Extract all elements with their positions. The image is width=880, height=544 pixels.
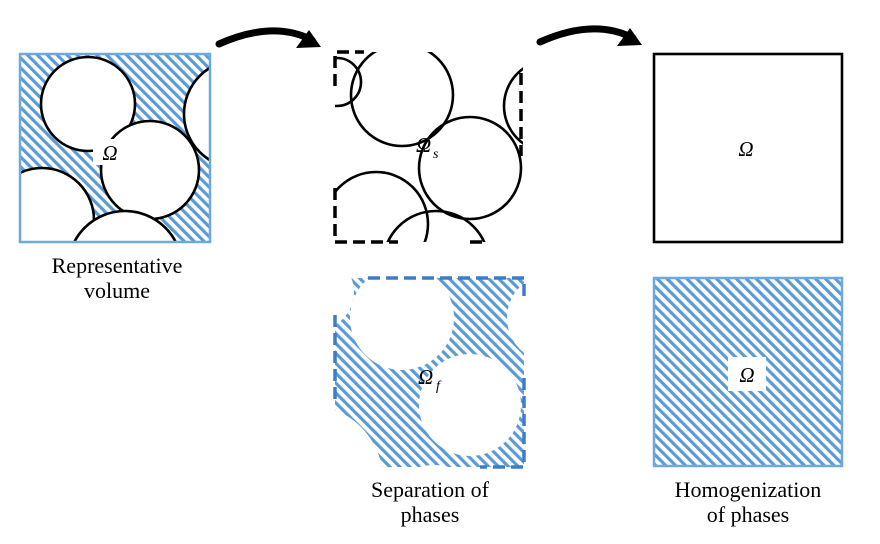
- arrow-2-head: [617, 28, 642, 46]
- rv-border: [18, 52, 212, 244]
- homogenized-solid: Ω: [652, 52, 844, 244]
- solid-dashed-boundary: [333, 188, 398, 244]
- solid-phase: Ω s: [333, 50, 523, 244]
- homog-fluid-omega-label: Ω: [739, 363, 754, 387]
- solid-particle: [335, 170, 430, 242]
- solid-particle: [335, 56, 363, 108]
- fluid-phase: Ω f: [333, 276, 526, 469]
- fluid-hatch-fill: [335, 278, 524, 467]
- fluid-dashed-boundary: [480, 378, 526, 469]
- caption-line: Separation of: [371, 477, 489, 502]
- rv-particle: [182, 66, 210, 162]
- solid-dashed-boundary: [333, 50, 364, 86]
- solid-omega-label: Ω: [416, 133, 431, 157]
- solid-particle: [417, 115, 523, 221]
- arrow-1: [215, 27, 316, 48]
- solid-particle: [349, 52, 455, 148]
- solid-omega-subscript: s: [433, 147, 439, 162]
- rv-particle: [39, 55, 137, 153]
- caption-representative-volume: Representative volume: [10, 253, 224, 303]
- caption-homogenization-of-phases: Homogenization of phases: [640, 477, 856, 527]
- caption-line: Representative: [51, 253, 183, 278]
- caption-line: Homogenization: [674, 477, 822, 502]
- homog-solid-omega-label: Ω: [738, 137, 753, 161]
- caption-line: of phases: [706, 502, 790, 527]
- fluid-omega-subscript: f: [436, 379, 442, 394]
- solid-particle: [386, 209, 486, 242]
- caption-separation-of-phases: Separation of phases: [325, 477, 535, 527]
- arrow-1-head: [296, 30, 321, 48]
- rv-label-box: [93, 139, 127, 165]
- homogenized-fluid: Ω: [652, 276, 844, 468]
- homog-fluid-square: [652, 276, 844, 468]
- arrow-2: [536, 25, 637, 46]
- fluid-omega-label: Ω: [418, 365, 433, 389]
- rv-particle: [99, 119, 201, 221]
- representative-volume: Ω: [18, 52, 212, 244]
- fluid-dashed-boundary: [368, 276, 526, 302]
- homog-solid-square: [652, 52, 844, 244]
- homog-fluid-label-box: [728, 357, 766, 391]
- caption-line: volume: [84, 278, 150, 303]
- rv-particle: [72, 209, 178, 242]
- rv-omega-label: Ω: [102, 141, 117, 165]
- caption-line: phases: [400, 502, 460, 527]
- solid-particle: [502, 67, 523, 145]
